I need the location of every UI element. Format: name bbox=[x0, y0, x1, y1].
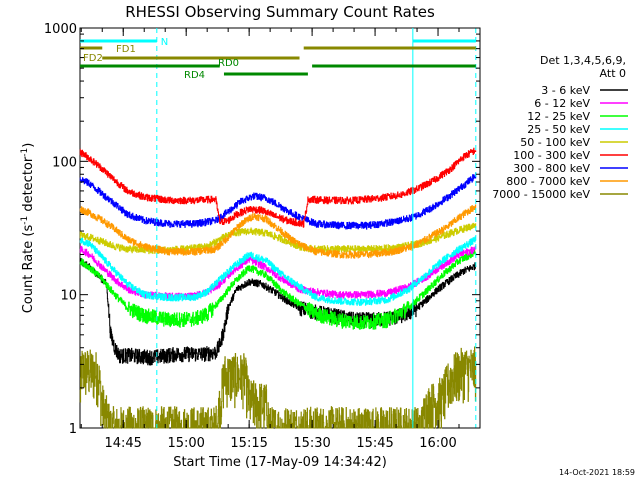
series-line bbox=[79, 204, 477, 259]
legend-label: 6 - 12 keV bbox=[534, 97, 590, 110]
legend-label: 7000 - 15000 keV bbox=[492, 188, 590, 201]
x-ticks: 14:45 15:00 15:15 15:30 15:45 16:00 bbox=[80, 28, 481, 451]
legend-header-line1: Det 1,3,4,5,6,9, bbox=[540, 54, 626, 67]
y-axis-label-sup1: -1 bbox=[20, 216, 30, 225]
chart-title: RHESSI Observing Summary Count Rates bbox=[125, 3, 435, 21]
legend-label: 300 - 800 keV bbox=[513, 162, 590, 175]
data-layer bbox=[79, 147, 477, 429]
legend-label: 50 - 100 keV bbox=[520, 136, 590, 149]
series-line bbox=[79, 147, 477, 228]
legend-label: 800 - 7000 keV bbox=[506, 175, 590, 188]
y-tick-label: 10 bbox=[60, 289, 77, 304]
x-tick-label: 15:15 bbox=[230, 436, 267, 451]
attenuator-bars: N FD1 FD2 RD0 RD4 bbox=[80, 37, 476, 81]
plot-area: N FD1 FD2 RD0 RD4 bbox=[79, 27, 481, 429]
vertical-markers bbox=[156, 28, 477, 428]
series-line bbox=[79, 346, 477, 429]
y-axis-label-part3: ) bbox=[21, 143, 36, 148]
series-line bbox=[79, 257, 477, 366]
attenuator-bar-label: FD1 bbox=[116, 44, 136, 55]
y-axis-label-sup2: -1 bbox=[20, 148, 30, 157]
legend-label: 100 - 300 keV bbox=[513, 149, 590, 162]
attenuator-bar-label: N bbox=[161, 37, 168, 48]
x-tick-label: 15:45 bbox=[356, 436, 393, 451]
attenuator-bar-label: FD2 bbox=[83, 53, 103, 64]
y-axis-label: Count Rate (s-1 detector-1) bbox=[20, 143, 36, 314]
series-line bbox=[79, 236, 477, 306]
series-line bbox=[79, 172, 477, 230]
legend-label: 12 - 25 keV bbox=[527, 110, 590, 123]
x-tick-label: 16:00 bbox=[419, 436, 456, 451]
x-tick-label: 15:30 bbox=[293, 436, 330, 451]
axes: 14:45 15:00 15:15 15:30 15:45 16:00 1 10 100 100… bbox=[44, 22, 481, 451]
y-tick-label: 1000 bbox=[44, 22, 77, 37]
y-ticks: 1 10 100 1000 bbox=[44, 22, 480, 437]
legend-header-line2: Att 0 bbox=[600, 67, 626, 80]
x-tick-label: 14:45 bbox=[104, 436, 141, 451]
x-tick-label: 15:00 bbox=[167, 436, 204, 451]
attenuator-bar-label: RD0 bbox=[218, 58, 239, 69]
legend-label: 25 - 50 keV bbox=[527, 123, 590, 136]
y-axis-label-part2: detector bbox=[21, 156, 36, 216]
legend-label: 3 - 6 keV bbox=[541, 84, 590, 97]
x-axis-label: Start Time (17-May-09 14:34:42) bbox=[173, 455, 387, 470]
plot-timestamp: 14-Oct-2021 18:59 bbox=[559, 468, 635, 477]
y-tick-label: 100 bbox=[52, 155, 77, 170]
attenuator-bar-label: RD4 bbox=[184, 70, 205, 81]
series-line bbox=[79, 248, 477, 330]
y-tick-label: 1 bbox=[69, 422, 77, 437]
y-axis-label-part1: Count Rate (s bbox=[21, 225, 36, 314]
